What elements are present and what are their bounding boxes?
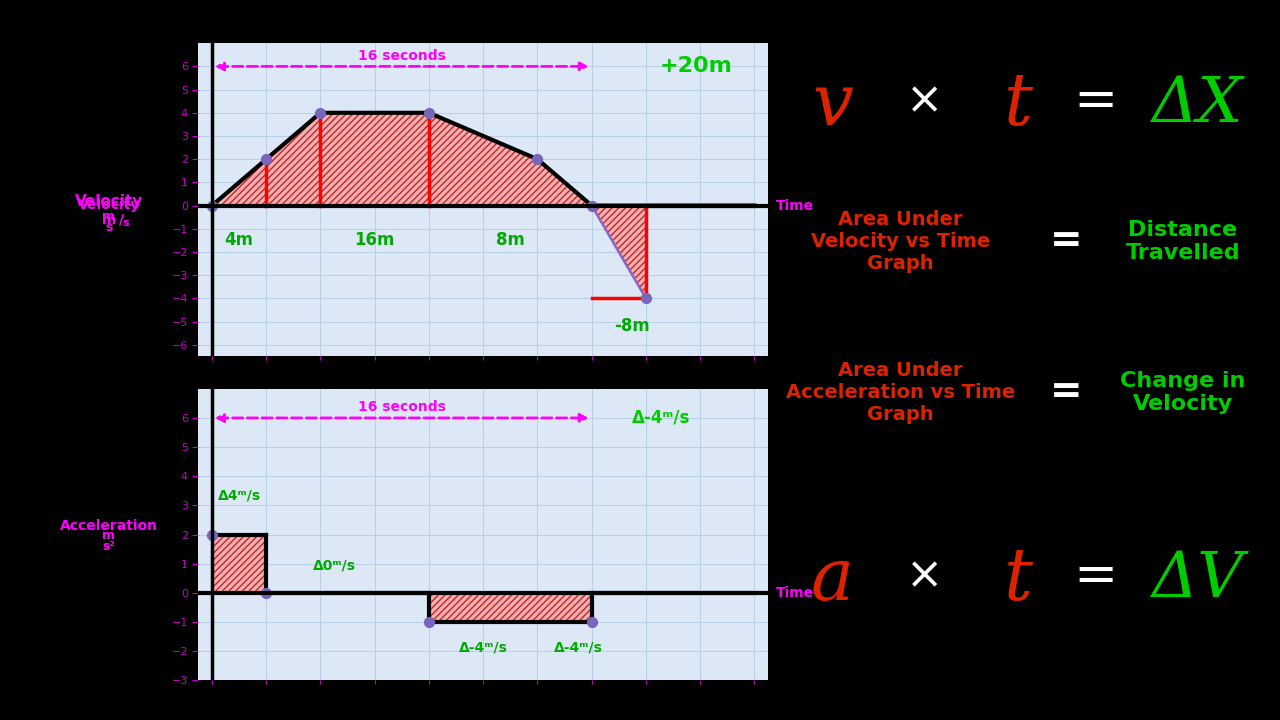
Point	[310, 107, 330, 119]
Text: Δ-4ᵐ/s: Δ-4ᵐ/s	[632, 409, 691, 427]
Polygon shape	[591, 206, 646, 298]
Text: Area Under
Velocity vs Time
Graph: Area Under Velocity vs Time Graph	[812, 210, 991, 273]
Text: Acceleration: Acceleration	[60, 518, 157, 533]
Text: Change in
Velocity: Change in Velocity	[1120, 371, 1245, 414]
Point	[202, 528, 223, 540]
Text: ×: ×	[906, 79, 943, 122]
Text: Velocity: Velocity	[74, 194, 143, 209]
Text: t: t	[1002, 69, 1032, 140]
Text: Δ-4ᵐ/s: Δ-4ᵐ/s	[554, 640, 603, 654]
Text: m
s: m s	[102, 210, 115, 234]
Text: 16m: 16m	[355, 231, 396, 249]
Text: s: s	[122, 218, 129, 228]
Point	[581, 200, 602, 212]
Text: +20m: +20m	[659, 56, 732, 76]
Text: v: v	[812, 69, 852, 140]
Text: Δ0ᵐ/s: Δ0ᵐ/s	[312, 559, 356, 572]
Text: a: a	[812, 544, 854, 615]
Text: m: m	[101, 212, 116, 227]
Point	[256, 153, 276, 165]
Text: Area Under
Acceleration vs Time
Graph: Area Under Acceleration vs Time Graph	[786, 361, 1015, 424]
Point	[202, 200, 223, 212]
Text: m
s²: m s²	[102, 529, 115, 554]
Text: ΔX: ΔX	[1152, 73, 1243, 135]
Text: Δ4ᵐ/s: Δ4ᵐ/s	[218, 489, 261, 503]
Text: =: =	[1050, 374, 1083, 411]
Text: 4m: 4m	[224, 231, 253, 249]
Text: Distance
Travelled: Distance Travelled	[1125, 220, 1240, 263]
Text: t: t	[1002, 544, 1032, 615]
Polygon shape	[429, 593, 591, 622]
Text: 16 seconds: 16 seconds	[358, 400, 445, 413]
Point	[636, 292, 657, 304]
Text: Time: Time	[776, 199, 814, 212]
Text: /: /	[119, 212, 124, 227]
Text: Velocity: Velocity	[78, 198, 140, 212]
Text: Δ-4ᵐ/s: Δ-4ᵐ/s	[458, 640, 508, 654]
Polygon shape	[212, 534, 266, 593]
Point	[581, 616, 602, 628]
Polygon shape	[212, 113, 591, 206]
Text: =: =	[1073, 550, 1117, 602]
Text: Time: Time	[776, 586, 814, 600]
Text: 8m: 8m	[495, 231, 525, 249]
Point	[527, 153, 548, 165]
Point	[419, 107, 439, 119]
Text: ×: ×	[906, 554, 943, 598]
Text: =: =	[1073, 75, 1117, 127]
Text: 16 seconds: 16 seconds	[358, 49, 445, 63]
Text: -8m: -8m	[614, 318, 650, 336]
Text: =: =	[1050, 222, 1083, 260]
Point	[419, 616, 439, 628]
Text: ΔV: ΔV	[1151, 549, 1243, 611]
Point	[256, 588, 276, 599]
